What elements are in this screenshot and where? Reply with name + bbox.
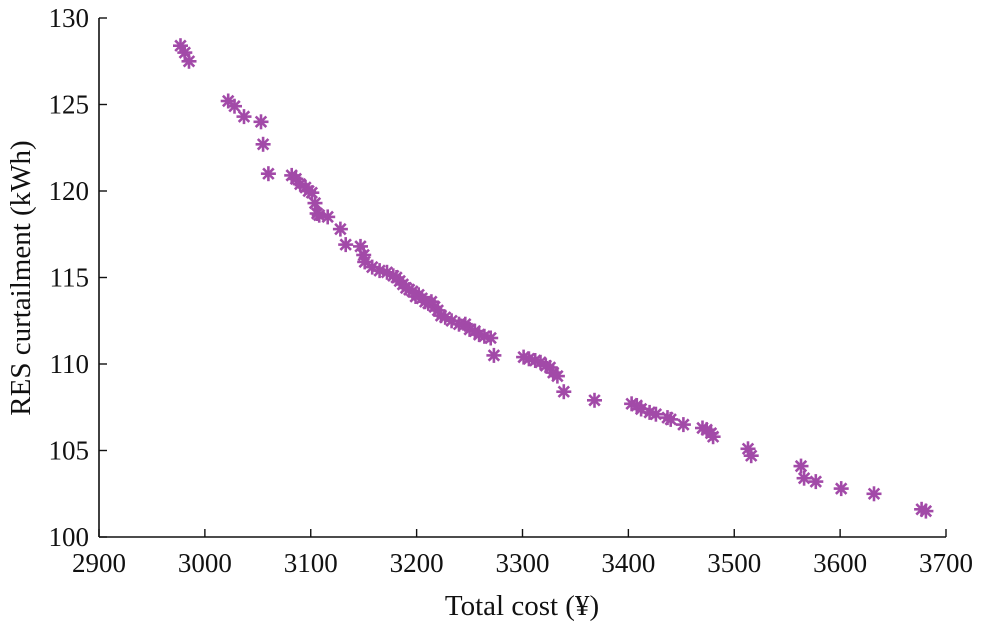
y-tick-label: 130	[49, 3, 90, 33]
x-tick-label: 3700	[919, 548, 973, 578]
data-point	[808, 474, 824, 490]
data-point	[793, 458, 809, 474]
y-tick-label: 125	[49, 90, 90, 120]
data-point	[483, 330, 499, 346]
x-tick-label: 3200	[390, 548, 444, 578]
y-tick-label: 115	[50, 263, 90, 293]
data-point	[663, 411, 679, 427]
y-tick-label: 100	[49, 522, 90, 552]
x-tick-label: 2900	[72, 548, 126, 578]
data-point	[253, 114, 269, 130]
data-point	[236, 109, 252, 125]
x-ticks: 2900 3000 3100 3200 3300 3400 3500 3600 3700	[72, 529, 973, 578]
y-tick-label: 110	[50, 349, 90, 379]
x-tick-label: 3600	[813, 548, 867, 578]
data-points	[173, 38, 934, 519]
data-point	[307, 195, 323, 211]
y-ticks: 100 105 110 115 120 125 130	[49, 3, 107, 552]
data-point	[549, 368, 565, 384]
x-tick-label: 3100	[284, 548, 338, 578]
data-point	[648, 406, 664, 422]
data-point	[255, 136, 271, 152]
x-tick-label: 3300	[496, 548, 550, 578]
x-tick-label: 3000	[178, 548, 232, 578]
data-point	[675, 417, 691, 433]
data-point	[918, 503, 934, 519]
data-point	[260, 166, 276, 182]
data-point	[338, 237, 354, 253]
data-point	[304, 185, 320, 201]
y-tick-label: 105	[49, 436, 90, 466]
x-tick-label: 3400	[601, 548, 655, 578]
data-point	[833, 481, 849, 497]
x-tick-label: 3500	[707, 548, 761, 578]
y-axis-label: RES curtailment (kWh)	[5, 140, 37, 415]
data-point	[743, 448, 759, 464]
data-point	[227, 98, 242, 114]
data-point	[796, 470, 812, 486]
data-point	[320, 209, 336, 225]
data-point	[866, 486, 882, 502]
axes	[98, 18, 946, 538]
data-point	[486, 347, 502, 363]
data-point	[181, 53, 197, 69]
data-point	[332, 221, 348, 237]
x-axis-label: Total cost (¥)	[445, 590, 599, 622]
data-point	[705, 429, 721, 445]
data-point	[587, 392, 602, 408]
y-tick-label: 120	[49, 176, 90, 206]
data-point	[556, 384, 572, 400]
